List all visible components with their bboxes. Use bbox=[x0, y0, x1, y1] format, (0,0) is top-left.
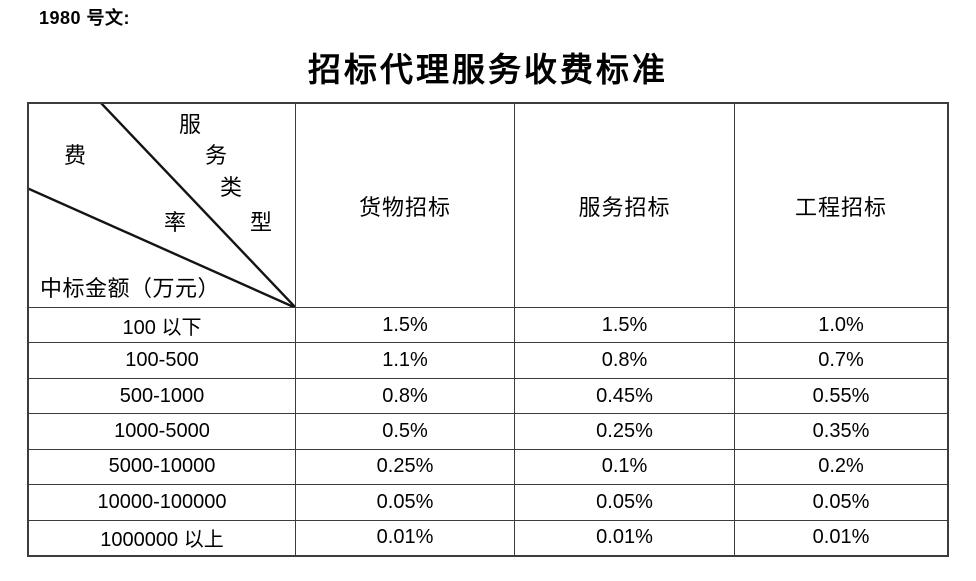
fee-value-cell: 0.01% bbox=[734, 519, 947, 555]
page-title: 招标代理服务收费标准 bbox=[308, 53, 668, 89]
fee-value-cell: 0.25% bbox=[514, 413, 734, 449]
row-amount-cell: 1000-5000 bbox=[29, 413, 295, 448]
fee-value-cell: 0.05% bbox=[295, 484, 514, 520]
row-amount-cell: 10000-100000 bbox=[29, 484, 295, 519]
fee-value-cell: 0.2% bbox=[734, 448, 947, 485]
fee-value-cell: 0.8% bbox=[514, 342, 734, 378]
row-amount-cell: 100-500 bbox=[29, 342, 295, 377]
column-header-goods-bidding: 货物招标 bbox=[295, 104, 514, 307]
fee-value-cell: 0.45% bbox=[514, 377, 734, 414]
fee-value-cell: 1.5% bbox=[514, 307, 734, 343]
fee-value-cell: 0.7% bbox=[734, 342, 947, 378]
fee-value-cell: 0.01% bbox=[514, 519, 734, 555]
fee-value-cell: 1.1% bbox=[295, 342, 514, 378]
corner-rate-char: 费 bbox=[64, 143, 87, 168]
corner-col-axis-char: 类 bbox=[220, 175, 243, 200]
doc-ref-label: 1980 号文: bbox=[39, 8, 131, 28]
row-axis-label: 中标金额（万元） bbox=[40, 276, 221, 301]
corner-col-axis-char: 服 bbox=[179, 112, 202, 137]
fee-value-cell: 0.5% bbox=[295, 413, 514, 449]
fee-value-cell: 1.5% bbox=[295, 307, 514, 343]
corner-rate-char: 率 bbox=[164, 210, 187, 235]
fee-value-cell: 0.01% bbox=[295, 519, 514, 555]
fee-value-cell: 0.1% bbox=[514, 448, 734, 485]
fee-value-cell: 0.35% bbox=[734, 413, 947, 449]
row-amount-cell: 1000000 以上 bbox=[29, 519, 295, 555]
row-amount-cell: 500-1000 bbox=[29, 377, 295, 413]
diagonal-divider-lines bbox=[29, 104, 295, 307]
column-header-engineering-bidding: 工程招标 bbox=[734, 104, 947, 307]
fee-table: 服 务 类 型 费 率 中标金额（万元） 货物招标 服务招标 工程招标 100 … bbox=[27, 102, 949, 557]
row-amount-cell: 5000-10000 bbox=[29, 448, 295, 484]
corner-col-axis-char: 务 bbox=[205, 143, 228, 168]
row-amount-cell: 100 以下 bbox=[29, 307, 295, 342]
fee-value-cell: 0.05% bbox=[734, 484, 947, 520]
fee-value-cell: 0.55% bbox=[734, 377, 947, 414]
table-corner-cell: 服 务 类 型 费 率 中标金额（万元） bbox=[29, 104, 295, 307]
fee-value-cell: 1.0% bbox=[734, 307, 947, 343]
column-header-services-bidding: 服务招标 bbox=[514, 104, 734, 307]
corner-col-axis-char: 型 bbox=[250, 210, 273, 235]
fee-value-cell: 0.25% bbox=[295, 448, 514, 485]
fee-value-cell: 0.05% bbox=[514, 484, 734, 520]
fee-value-cell: 0.8% bbox=[295, 377, 514, 414]
